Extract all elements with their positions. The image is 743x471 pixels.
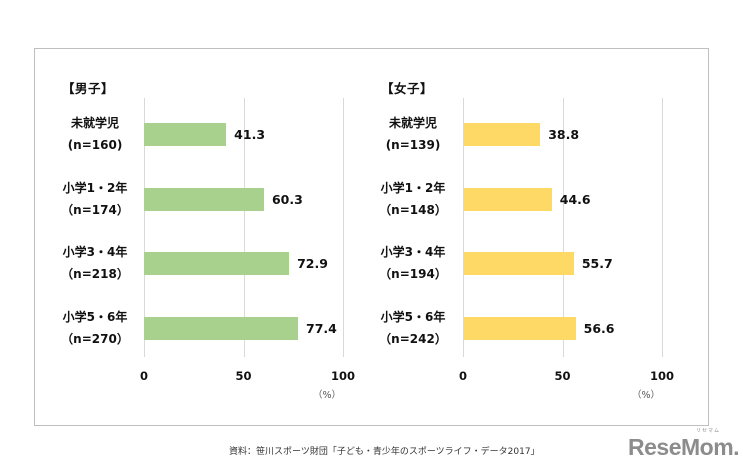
- girls-bar-value-label: 44.6: [559, 191, 591, 207]
- category-name: 小学3・4年: [62, 245, 128, 259]
- chart-frame: [34, 48, 709, 426]
- category-name: 未就学児: [388, 116, 437, 130]
- category-name: 小学1・2年: [62, 181, 128, 195]
- girls-category-label: 小学1・2年 （n=148）: [358, 177, 468, 221]
- girls-x-tick-label: 50: [554, 369, 571, 383]
- category-name: 小学3・4年: [380, 245, 446, 259]
- boys-bar-value-label: 41.3: [234, 126, 266, 142]
- girls-gridline-100: [662, 98, 663, 357]
- boys-bar-value-label: 77.4: [306, 320, 337, 336]
- girls-bar-value-label: 38.8: [548, 126, 580, 142]
- boys-gridline-100: [343, 98, 344, 357]
- boys-panel-title: 【男子】: [62, 81, 115, 96]
- resemom-logo: ReseMom.: [628, 434, 740, 460]
- category-sample-size: （n=218）: [61, 267, 129, 281]
- girls-bar: [463, 122, 541, 146]
- girls-unit-label: （%）: [632, 390, 661, 401]
- girls-category-label: 小学5・6年 （n=242）: [358, 306, 468, 350]
- boys-bar-value-label: 60.3: [271, 191, 303, 207]
- category-sample-size: （n=270）: [61, 332, 129, 346]
- girls-x-tick-label: 100: [649, 369, 675, 383]
- boys-bar: [144, 122, 227, 146]
- boys-unit-label: （%）: [313, 390, 342, 401]
- boys-gridline-50: [243, 98, 245, 357]
- boys-x-tick-label: 50: [235, 369, 252, 383]
- boys-bar: [144, 316, 299, 340]
- girls-category-label: 未就学児 (n=139): [358, 112, 468, 156]
- category-sample-size: （n=194）: [379, 267, 447, 281]
- boys-x-tick-label: 100: [330, 369, 356, 383]
- girls-panel-title: 【女子】: [381, 81, 434, 96]
- girls-category-label: 小学3・4年 （n=194）: [358, 241, 468, 285]
- category-name: 小学5・6年: [62, 310, 128, 324]
- source-note: 資料：笹川スポーツ財団「子ども・青少年のスポーツライフ・データ2017」: [229, 447, 540, 457]
- boys-category-label: 小学1・2年 （n=174）: [40, 177, 150, 221]
- boys-category-label: 小学3・4年 （n=218）: [40, 241, 150, 285]
- girls-bar-value-label: 55.7: [581, 255, 613, 271]
- boys-bar: [144, 187, 264, 211]
- boys-x-tick-label: 0: [139, 369, 149, 383]
- boys-gridline-0: [144, 98, 145, 357]
- girls-x-tick-label: 0: [458, 369, 468, 383]
- category-name: 小学5・6年: [380, 310, 446, 324]
- category-name: 未就学児: [70, 116, 119, 130]
- girls-bar: [463, 316, 576, 340]
- category-name: 小学1・2年: [380, 181, 446, 195]
- girls-bar-value-label: 56.6: [583, 320, 615, 336]
- logo-ruby-text: リセマム: [696, 428, 721, 434]
- category-sample-size: （n=148）: [379, 203, 447, 217]
- girls-bar: [463, 187, 552, 211]
- boys-bar: [144, 251, 290, 275]
- girls-gridline-0: [463, 98, 464, 357]
- girls-bar: [463, 251, 574, 275]
- girls-gridline-50: [562, 98, 564, 357]
- category-sample-size: (n=139): [385, 138, 441, 152]
- boys-category-label: 未就学児 (n=160): [40, 112, 150, 156]
- category-sample-size: （n=174）: [61, 203, 129, 217]
- boys-bar-value-label: 72.9: [297, 255, 328, 271]
- boys-category-label: 小学5・6年 （n=270）: [40, 306, 150, 350]
- category-sample-size: （n=242）: [379, 332, 447, 346]
- category-sample-size: (n=160): [67, 138, 123, 152]
